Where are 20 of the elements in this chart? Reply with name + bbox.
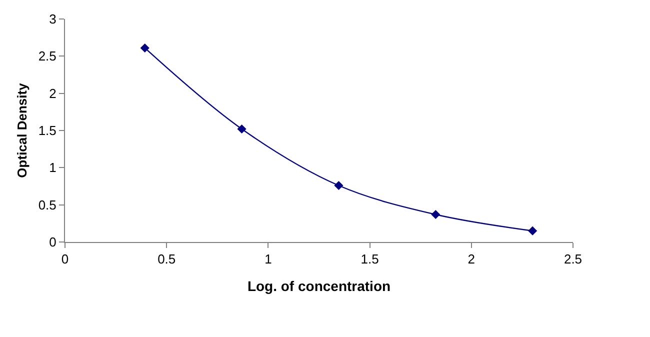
point <box>140 43 150 53</box>
y-tick-label: 3 <box>49 12 56 27</box>
x-tick-label: 0.5 <box>158 252 176 267</box>
x-tick-label: 1.5 <box>360 252 379 267</box>
y-tick-label: 0 <box>49 234 56 250</box>
point <box>528 226 538 236</box>
x-axis-title: Log. of concentration <box>247 278 391 294</box>
y-tick-label: 2.5 <box>38 48 56 64</box>
y-tick-label: 1.5 <box>38 123 56 138</box>
y-axis-title: Optical Density <box>14 82 30 178</box>
point <box>237 124 246 134</box>
y-tick-label: 1 <box>49 160 56 176</box>
x-tick-label: 2.5 <box>564 252 582 267</box>
x-tick-label: 1 <box>264 252 272 267</box>
point <box>431 210 440 220</box>
x-tick-label: 2 <box>468 252 476 267</box>
x-tick-label: 0 <box>61 252 69 267</box>
y-tick-label: 2 <box>49 86 56 101</box>
y-tick-label: 0.5 <box>38 197 56 212</box>
point <box>334 180 344 190</box>
